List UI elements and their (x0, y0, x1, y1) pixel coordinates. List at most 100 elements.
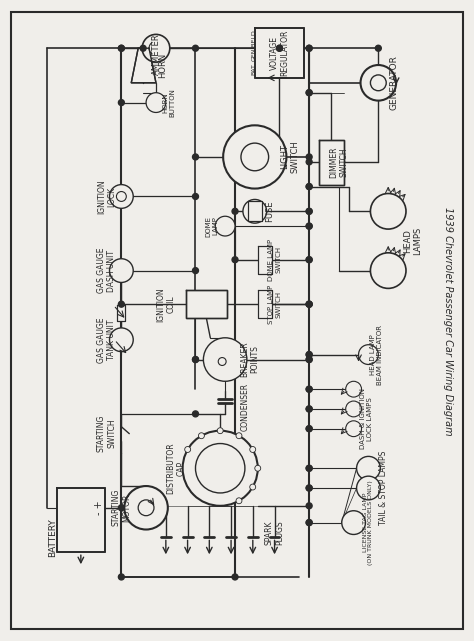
Text: DOME
LAMP: DOME LAMP (206, 216, 219, 237)
Polygon shape (186, 290, 227, 318)
Circle shape (306, 485, 312, 491)
Circle shape (276, 46, 283, 51)
Circle shape (118, 46, 124, 51)
Text: HORN: HORN (158, 53, 167, 78)
Text: GEN.: GEN. (252, 46, 257, 61)
Circle shape (370, 75, 386, 91)
Circle shape (306, 159, 312, 165)
Text: GAS GAUGE
DASH UNIT: GAS GAUGE DASH UNIT (97, 248, 116, 294)
Text: BREAKER
POINTS: BREAKER POINTS (240, 342, 260, 378)
Text: SPARK
PLUGS: SPARK PLUGS (265, 520, 284, 545)
Circle shape (232, 574, 238, 580)
Circle shape (306, 387, 312, 392)
Circle shape (276, 46, 283, 51)
Circle shape (375, 46, 381, 51)
Text: HEAD LAMP
BEAM INDICATOR: HEAD LAMP BEAM INDICATOR (370, 324, 383, 385)
Circle shape (306, 520, 312, 526)
Circle shape (370, 194, 406, 229)
Circle shape (109, 185, 133, 208)
Circle shape (215, 216, 235, 236)
Text: IGNITION
LOCK: IGNITION LOCK (97, 179, 116, 214)
Polygon shape (248, 201, 262, 221)
Circle shape (346, 420, 362, 437)
Circle shape (306, 352, 312, 358)
Circle shape (118, 301, 124, 307)
Circle shape (124, 486, 168, 529)
Circle shape (142, 35, 170, 62)
Circle shape (306, 387, 312, 392)
Text: STARTING
SWITCH: STARTING SWITCH (97, 415, 116, 453)
Circle shape (195, 444, 245, 493)
Circle shape (192, 356, 199, 363)
Circle shape (109, 328, 133, 352)
Text: - +: - + (94, 501, 104, 515)
Circle shape (306, 352, 312, 358)
Text: IGNITION
COIL: IGNITION COIL (156, 287, 175, 322)
Circle shape (306, 406, 312, 412)
Circle shape (306, 183, 312, 190)
Circle shape (109, 259, 133, 283)
Circle shape (192, 46, 199, 51)
Circle shape (306, 426, 312, 431)
Circle shape (358, 345, 378, 365)
Circle shape (306, 356, 312, 363)
Circle shape (182, 431, 258, 506)
Circle shape (306, 356, 312, 363)
Circle shape (306, 223, 312, 229)
Circle shape (223, 125, 286, 188)
Polygon shape (258, 246, 272, 274)
Circle shape (255, 465, 261, 471)
Circle shape (243, 199, 267, 223)
Circle shape (306, 465, 312, 471)
Text: TAIL & STOP LAMPS: TAIL & STOP LAMPS (379, 451, 388, 525)
Circle shape (356, 456, 380, 480)
Circle shape (306, 520, 312, 526)
Text: DOME LAMP
SWITCH: DOME LAMP SWITCH (268, 238, 281, 281)
Circle shape (118, 505, 124, 511)
Circle shape (346, 401, 362, 417)
Text: STOP LAMP
SWITCH: STOP LAMP SWITCH (268, 285, 281, 324)
Text: 1939 Chevrolet Passenger Car Wiring Diagram: 1939 Chevrolet Passenger Car Wiring Diag… (443, 206, 453, 435)
Circle shape (306, 257, 312, 263)
Text: BATTERY: BATTERY (48, 518, 57, 557)
Text: DISTRIBUTOR
CAP: DISTRIBUTOR CAP (166, 442, 185, 494)
Circle shape (306, 485, 312, 491)
Circle shape (306, 406, 312, 412)
Circle shape (306, 426, 312, 431)
Text: BAT.: BAT. (252, 62, 257, 74)
Text: AMMETER: AMMETER (152, 33, 161, 75)
Circle shape (250, 484, 255, 490)
Circle shape (306, 46, 312, 51)
Circle shape (192, 154, 199, 160)
Circle shape (306, 208, 312, 214)
Circle shape (236, 498, 242, 504)
Circle shape (199, 433, 204, 438)
Circle shape (118, 574, 124, 580)
Circle shape (192, 268, 199, 274)
Circle shape (146, 93, 166, 112)
Text: LIGHT
SWITCH: LIGHT SWITCH (280, 140, 299, 173)
Polygon shape (131, 48, 156, 83)
Circle shape (306, 301, 312, 307)
Circle shape (203, 338, 247, 381)
Circle shape (236, 433, 242, 438)
Polygon shape (258, 290, 272, 318)
Circle shape (306, 465, 312, 471)
Circle shape (232, 257, 238, 263)
Circle shape (306, 208, 312, 214)
Circle shape (306, 503, 312, 509)
Circle shape (118, 99, 124, 106)
Text: HEAD
LAMPS: HEAD LAMPS (403, 227, 423, 255)
Circle shape (192, 411, 199, 417)
Text: HORN
BUTTON: HORN BUTTON (162, 88, 175, 117)
Text: GENERATOR: GENERATOR (389, 55, 398, 110)
Text: DIMMER
SWITCH: DIMMER SWITCH (329, 146, 348, 178)
Circle shape (370, 253, 406, 288)
Polygon shape (57, 488, 105, 553)
Text: STARTING
MOTOR: STARTING MOTOR (112, 489, 131, 526)
Circle shape (306, 90, 312, 96)
Circle shape (306, 223, 312, 229)
Circle shape (306, 301, 312, 307)
Text: FUSE: FUSE (265, 201, 274, 222)
Polygon shape (118, 305, 125, 321)
